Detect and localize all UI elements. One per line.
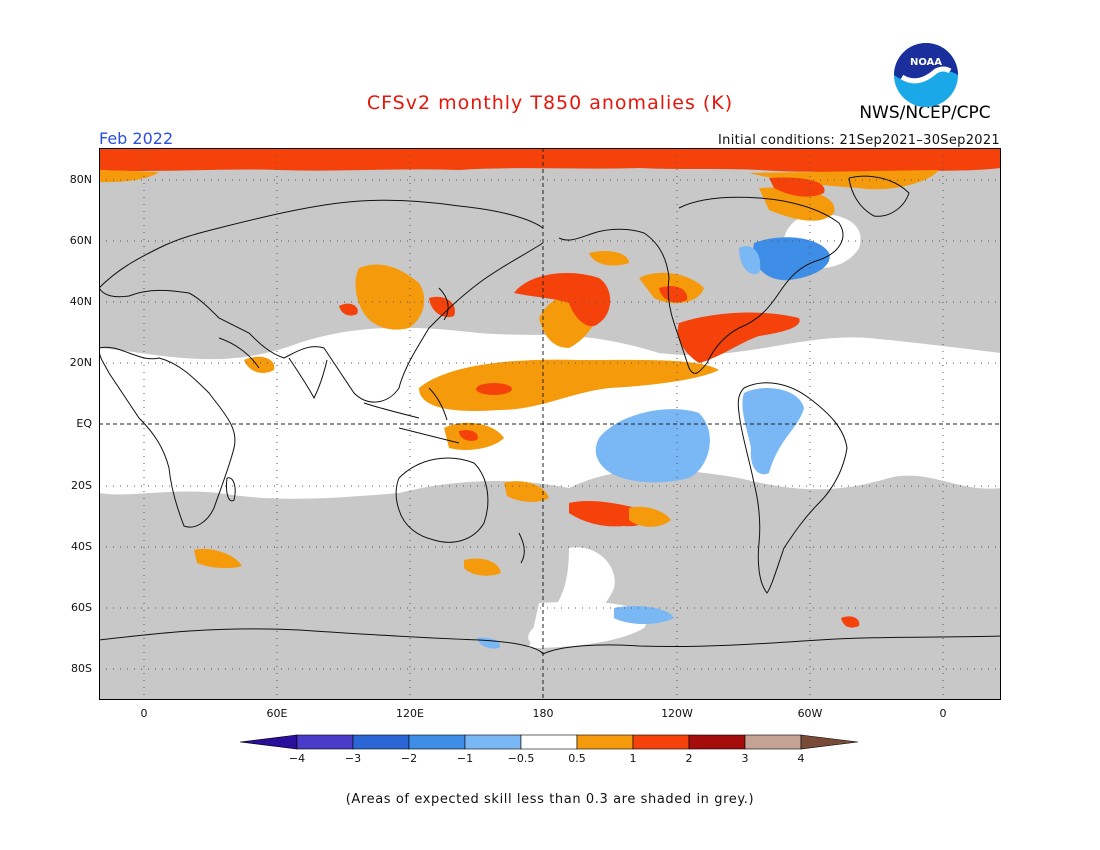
colorbar-swatch-2-3 <box>688 734 746 750</box>
colorbar-swatch-minus1-minus05 <box>464 734 522 750</box>
lon-label-60e: 60E <box>266 707 288 720</box>
south-pacific-warm <box>569 500 648 527</box>
lat-label-eq: EQ <box>76 417 92 430</box>
colorbar-label-1: 1 <box>629 752 637 765</box>
colorbar-swatch-minus3-minus2 <box>352 734 410 750</box>
lon-label-0: 0 <box>140 707 148 720</box>
lon-label-0-east: 0 <box>939 707 947 720</box>
colorbar-label-minus1: −1 <box>456 752 474 765</box>
colorbar-label-2: 2 <box>685 752 693 765</box>
colorbar-swatch-minus2-minus1 <box>408 734 466 750</box>
colorbar-swatch-neutral <box>520 734 578 750</box>
lat-label-20n: 20N <box>69 356 92 369</box>
colorbar-label-05: 0.5 <box>568 752 586 765</box>
agency-label: NWS/NCEP/CPC <box>859 103 991 123</box>
canada-cool-anomaly <box>753 237 830 281</box>
skill-footnote: (Areas of expected skill less than 0.3 a… <box>345 792 755 807</box>
lat-label-60s: 60S <box>71 601 92 614</box>
equatorial-pacific-cool <box>595 409 710 483</box>
colorbar-swatch-05-1 <box>576 734 634 750</box>
lat-label-80n: 80N <box>69 173 92 186</box>
colorbar-label-minus4: −4 <box>288 752 306 765</box>
noaa-logo: NOAA <box>894 43 958 107</box>
lat-label-80s: 80S <box>71 662 92 675</box>
colorbar-label-minus3: −3 <box>344 752 362 765</box>
colorbar-swatch-above-4 <box>800 734 859 750</box>
colorbar-swatch-1-2 <box>632 734 690 750</box>
colorbar-label-minus05: −0.5 <box>507 752 535 765</box>
lat-label-20s: 20S <box>71 479 92 492</box>
colorbar-swatch-minus4-minus3 <box>296 734 354 750</box>
tropical-pacific-warm <box>419 359 719 411</box>
colorbar-label-3: 3 <box>741 752 749 765</box>
lon-label-180: 180 <box>532 707 554 720</box>
colorbar-swatch-below-minus4 <box>239 734 298 750</box>
colorbar-swatch-3-4 <box>744 734 802 750</box>
lat-label-40n: 40N <box>69 295 92 308</box>
initial-conditions: Initial conditions: 21Sep2021–30Sep2021 <box>718 133 1000 148</box>
map-title: CFSv2 monthly T850 anomalies (K) <box>366 92 734 114</box>
lat-label-60n: 60N <box>69 234 92 247</box>
lon-label-120w: 120W <box>661 707 693 720</box>
target-month: Feb 2022 <box>99 129 174 148</box>
mexico-warm-anomaly <box>677 312 800 363</box>
east-asia-warm <box>355 264 425 330</box>
colorbar-label-4: 4 <box>797 752 805 765</box>
lon-label-60w: 60W <box>797 707 823 720</box>
logo-text: NOAA <box>910 57 942 68</box>
coastlines <box>99 175 1001 655</box>
arctic-warm-band <box>99 148 1001 176</box>
map-frame <box>99 148 1001 700</box>
colorbar <box>239 734 859 750</box>
anomaly-map <box>99 148 1001 700</box>
lon-label-120e: 120E <box>396 707 424 720</box>
lat-label-40s: 40S <box>71 540 92 553</box>
colorbar-label-minus2: −2 <box>400 752 418 765</box>
